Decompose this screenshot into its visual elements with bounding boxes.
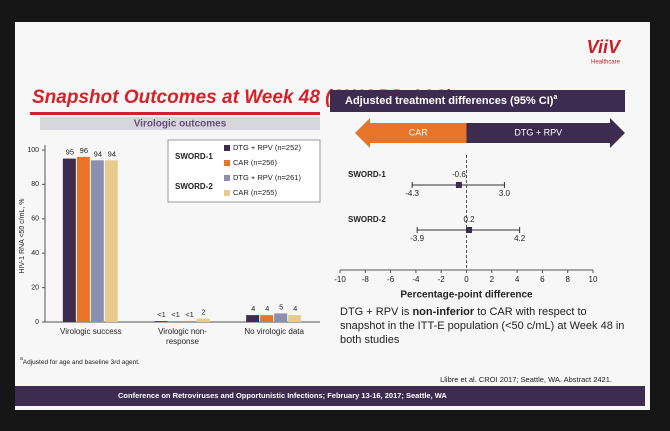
conclusion: DTG + RPV is non-inferior to CAR with re… xyxy=(340,305,625,347)
y-tick-label: 40 xyxy=(31,250,39,257)
bar xyxy=(90,160,104,322)
x-tick-label: -8 xyxy=(362,275,370,284)
legend-group: SWORD-1 xyxy=(175,152,213,161)
bar xyxy=(104,160,118,322)
x-tick-label: 4 xyxy=(515,275,520,284)
reference: Llibre et al. CROI 2017; Seattle, WA. Ab… xyxy=(440,375,612,384)
y-tick-label: 60 xyxy=(31,216,39,223)
title-rule xyxy=(30,112,320,115)
conclusion-bold: non-inferior xyxy=(412,306,475,318)
footnote: aAdjusted for age and baseline 3rd agent… xyxy=(20,356,140,365)
legend-swatch xyxy=(224,145,230,151)
header-band xyxy=(40,117,320,130)
bar xyxy=(62,158,76,322)
point-estimate xyxy=(455,182,462,188)
value-label: 4 xyxy=(293,304,297,313)
direction-arrow xyxy=(466,118,625,148)
conclusion-text: to CAR with respect to snapshot in the I… xyxy=(340,306,625,346)
x-tick-label: No virologic data xyxy=(244,327,304,336)
x-tick-label: -10 xyxy=(334,275,346,284)
footer: Conference on Retroviruses and Opportuni… xyxy=(118,391,447,400)
panel-title: Adjusted treatment differences (95% CI)a xyxy=(345,94,557,107)
y-tick-label: 80 xyxy=(31,181,39,188)
value-label: <1 xyxy=(171,310,180,319)
x-tick-label: 8 xyxy=(565,275,570,284)
bar xyxy=(246,315,260,322)
slide-background xyxy=(15,22,650,410)
arrow-label: CAR xyxy=(409,127,429,137)
x-tick-label: 10 xyxy=(589,275,598,284)
y-tick-label: 100 xyxy=(27,147,39,154)
legend-swatch xyxy=(224,175,230,181)
bar xyxy=(182,321,196,322)
legend-box xyxy=(167,139,321,203)
x-tick-label: Virologic non-response xyxy=(158,327,207,346)
x-tick-label: -6 xyxy=(387,275,395,284)
bar xyxy=(274,313,288,322)
arrow-label: DTG + RPV xyxy=(514,127,562,137)
value-label: <1 xyxy=(157,310,166,319)
value-label: 95 xyxy=(66,148,74,157)
bar xyxy=(168,321,182,322)
value-label: 94 xyxy=(108,149,116,158)
logo: ViiV xyxy=(587,37,622,57)
logo-sub: Healthcare xyxy=(591,60,621,66)
point-estimate xyxy=(466,227,473,233)
legend-label: CAR (n=255) xyxy=(233,188,277,197)
upper-label: 4.2 xyxy=(514,234,526,243)
panel-title: Virologic outcomes xyxy=(134,119,227,130)
bar xyxy=(288,315,302,322)
x-tick-label: Virologic success xyxy=(60,327,122,336)
y-tick-label: 20 xyxy=(31,284,39,291)
bar xyxy=(260,315,274,322)
x-tick-label: 2 xyxy=(490,275,495,284)
bar xyxy=(154,321,168,322)
legend-label: CAR (n=256) xyxy=(233,158,277,167)
direction-arrow xyxy=(355,118,467,148)
value-label: 5 xyxy=(279,302,283,311)
title-note: a xyxy=(553,94,557,101)
y-tick-label: 0 xyxy=(35,319,39,326)
x-tick-label: 0 xyxy=(464,275,469,284)
lower-label: -3.9 xyxy=(410,234,424,243)
header-band xyxy=(330,90,625,112)
panel-title-text: Adjusted treatment differences (95% CI) xyxy=(345,95,554,107)
x-axis-label: Percentage-point difference xyxy=(400,290,533,301)
value-label: 94 xyxy=(94,149,102,158)
row-label: SWORD-2 xyxy=(348,215,386,224)
legend-swatch xyxy=(224,190,230,196)
row-label: SWORD-1 xyxy=(348,170,386,179)
value-label: <1 xyxy=(185,310,194,319)
legend-group: SWORD-2 xyxy=(175,182,213,191)
value-label: 4 xyxy=(265,304,269,313)
footnote-text: Adjusted for age and baseline 3rd agent. xyxy=(23,359,140,366)
x-tick-label: 6 xyxy=(540,275,545,284)
x-tick-label: -4 xyxy=(412,275,420,284)
legend-swatch xyxy=(224,160,230,166)
y-axis-label: HIV-1 RNA <50 c/mL, % xyxy=(19,199,26,274)
upper-label: 3.0 xyxy=(499,189,511,198)
value-label: -0.6 xyxy=(452,170,466,179)
value-label: 2 xyxy=(201,308,205,317)
legend-label: DTG + RPV (n=261) xyxy=(233,173,301,182)
lower-label: -4.3 xyxy=(405,189,419,198)
value-label: 96 xyxy=(80,146,88,155)
legend-label: DTG + RPV (n=252) xyxy=(233,143,301,152)
bar xyxy=(196,318,210,322)
footnote-mark: a xyxy=(20,356,23,362)
value-label: 4 xyxy=(251,304,255,313)
value-label: 0.2 xyxy=(463,215,475,224)
footer-band xyxy=(15,386,645,406)
conclusion-text: DTG + RPV is xyxy=(340,306,413,318)
x-tick-label: -2 xyxy=(438,275,446,284)
bar xyxy=(76,156,90,322)
